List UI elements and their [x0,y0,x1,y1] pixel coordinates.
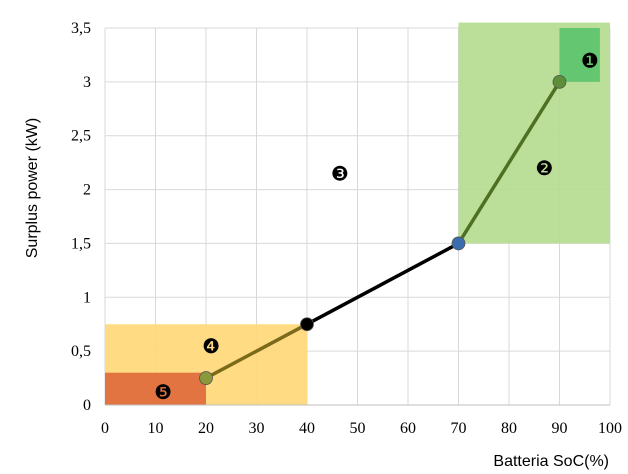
y-tick-label: 3 [83,74,91,91]
data-point-4 [552,74,567,89]
x-tick-label: 40 [299,420,315,437]
series-segment-2 [305,241,461,326]
x-tick-label: 0 [101,420,109,437]
x-tick-label: 20 [198,420,214,437]
x-tick-label: 100 [598,420,622,437]
y-tick-label: 1 [83,289,91,306]
x-tick-label: 50 [350,420,366,437]
y-tick-label: 2 [83,182,91,199]
x-axis-title: Batteria SoC(%) [493,453,609,470]
data-point-3 [451,236,466,251]
region-4 [105,372,206,405]
region-marker-5: ❺ [154,380,172,404]
x-tick-label: 10 [148,420,164,437]
x-tick-label: 80 [501,420,517,437]
y-tick-label: 3,5 [71,20,91,37]
region-marker-4: ❹ [202,334,220,358]
y-tick-label: 2,5 [71,128,91,145]
x-tick-label: 90 [552,420,568,437]
y-tick-label: 1,5 [71,235,91,252]
series-segment-1 [204,322,309,380]
x-tick-label: 30 [249,420,265,437]
data-point-1 [199,371,213,385]
y-axis-title: Surplus power (kW) [24,118,41,258]
region-marker-3: ❸ [331,161,349,185]
series-segment-3 [456,80,562,246]
plot-area: 0 10 20 30 40 50 60 70 80 90 100 0 0,5 1 1,5 2 2,5 3 3,5 ❶ ❷… [71,20,622,437]
data-point-2 [300,317,314,332]
y-tick-label: 0,5 [71,343,91,360]
x-tick-label: 60 [400,420,416,437]
region-marker-2: ❷ [535,156,553,180]
y-tick-label: 0 [83,397,91,414]
region-marker-1: ❶ [581,48,599,72]
x-tick-label: 70 [451,420,467,437]
region-2 [559,28,600,82]
